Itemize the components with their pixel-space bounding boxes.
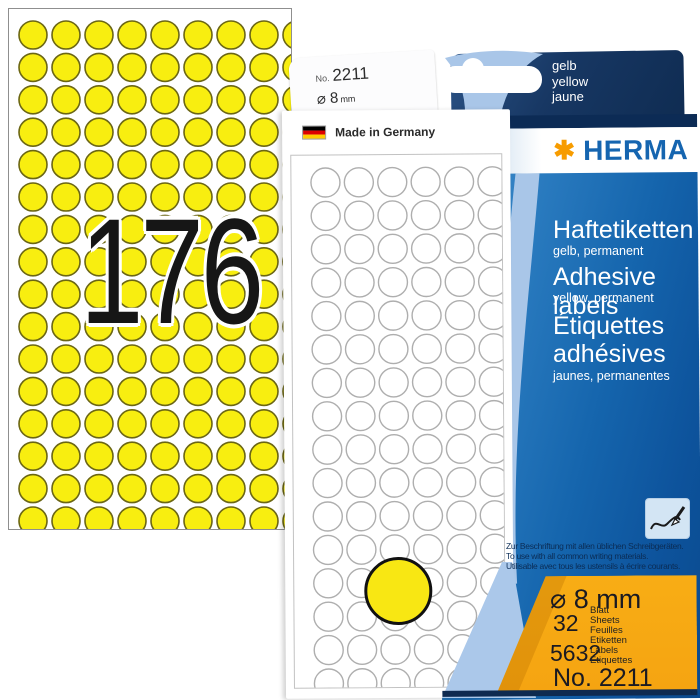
labels-unit-en: Labels bbox=[590, 645, 618, 656]
white-dot-grid bbox=[310, 166, 506, 689]
origin-row: Made in Germany bbox=[302, 125, 435, 140]
flag-stripe-gold bbox=[303, 134, 326, 139]
labels-unit-fr: Etiquettes bbox=[590, 655, 633, 666]
brand-name: HERMA bbox=[582, 133, 689, 166]
spec-sheets-units: Blatt Sheets Feuilles bbox=[590, 606, 623, 636]
color-name-fr: jaune bbox=[552, 89, 584, 104]
spec-labels-units: Etiketten Labels Etiquettes bbox=[590, 636, 632, 666]
title-fr-line2: adhésives bbox=[553, 340, 666, 368]
sheets-unit-fr: Feuilles bbox=[590, 625, 623, 636]
usage-note-de: Zur Beschriftung mit allen üblichen Schr… bbox=[506, 541, 684, 551]
tab-diameter-value: ⌀ 8 bbox=[316, 89, 339, 108]
subtitle-en: yellow, permanent bbox=[553, 291, 654, 305]
usage-note: Zur Beschriftung mit allen üblichen Schr… bbox=[506, 541, 684, 572]
tab-no-label: No. bbox=[315, 73, 330, 84]
labels-unit-de: Etiketten bbox=[590, 635, 627, 646]
sheets-unit-en: Sheets bbox=[590, 615, 620, 626]
usage-note-en: To use with all common writing materials… bbox=[506, 550, 649, 561]
herma-asterisk-icon: ✱ bbox=[553, 135, 576, 166]
sheets-unit-de: Blatt bbox=[590, 605, 610, 616]
title-de: Haftetiketten bbox=[553, 216, 694, 244]
tab-diameter: ⌀ 8mm bbox=[316, 83, 437, 108]
tab-no-value: 2211 bbox=[331, 63, 370, 85]
spec-sheets-value: 32 bbox=[553, 610, 579, 636]
title-en: Adhesive labels bbox=[553, 263, 656, 320]
label-count-overlay: 176 bbox=[80, 187, 264, 355]
sample-yellow-dot bbox=[364, 556, 433, 626]
yellow-label-sheet bbox=[8, 8, 292, 530]
pen-icon bbox=[645, 498, 690, 539]
color-names: gelb yellow jaune bbox=[552, 58, 588, 105]
color-name-en: yellow bbox=[552, 73, 589, 89]
subtitle-fr: jaunes, permanentes bbox=[553, 369, 670, 383]
color-name-de: gelb bbox=[552, 58, 577, 73]
yellow-dot-grid bbox=[18, 20, 291, 529]
usage-note-fr: Utilisable avec tous les ustensils à écr… bbox=[506, 560, 681, 571]
spec-diameter: ⌀ 8 mm bbox=[550, 584, 642, 614]
origin-label: Made in Germany bbox=[335, 124, 436, 140]
spec-item-number: No. 2211 bbox=[553, 664, 653, 692]
tab-diameter-unit: mm bbox=[340, 93, 356, 105]
subtitle-de: gelb, permanent bbox=[553, 244, 644, 258]
label-booklet: Made in Germany bbox=[281, 109, 515, 699]
euro-hang-hole bbox=[442, 58, 542, 93]
booklet-grid bbox=[290, 153, 506, 689]
spec-labels-value: 5632 bbox=[550, 640, 602, 666]
germany-flag-icon bbox=[302, 125, 327, 140]
title-fr-line1: Étiquettes bbox=[553, 312, 665, 340]
hang-hole-bump bbox=[462, 58, 484, 80]
